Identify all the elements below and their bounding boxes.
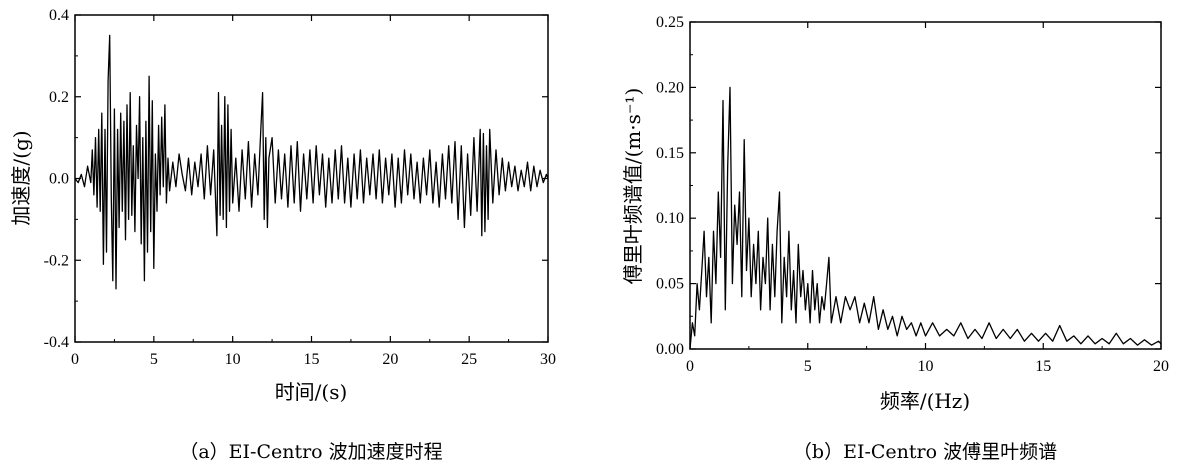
chart-b-xlabel: 频率/(Hz) xyxy=(880,389,970,413)
chart-b-ytick-label: 0.25 xyxy=(656,14,684,31)
chart-b-ytick-label: 0.20 xyxy=(656,79,684,96)
chart-b-xtick-label: 5 xyxy=(804,358,812,375)
chart-a-xtick-label: 25 xyxy=(461,351,477,368)
chart-a-ticks: 0 5 10 15 20 25 30 -0.4 -0.2 0.0 0.2 0.4 xyxy=(44,7,556,368)
chart-a-ytick-label: 0.0 xyxy=(49,171,69,188)
chart-b-ylabel: 傅里叶频谱值/(m·s⁻¹) xyxy=(621,88,645,285)
chart-a-series-line xyxy=(74,34,549,290)
chart-b-xtick-label: 10 xyxy=(918,358,934,375)
chart-a-xtick-label: 10 xyxy=(225,351,241,368)
chart-a-xtick-label: 0 xyxy=(71,351,79,368)
chart-a-xtick-label: 30 xyxy=(540,351,556,368)
chart-b-ticks: 0 5 10 15 20 0.00 0.05 0.10 0.15 0.20 0.25 xyxy=(656,14,1169,375)
chart-a-ytick-label: 0.2 xyxy=(49,89,69,106)
chart-a-ylabel: 加速度/(g) xyxy=(9,130,33,225)
chart-a-xtick-label: 15 xyxy=(304,351,320,368)
chart-a-ytick-label: -0.4 xyxy=(44,334,69,351)
chart-b-xtick-label: 0 xyxy=(686,358,694,375)
chart-a-xtick-label: 5 xyxy=(150,351,158,368)
chart-b-ytick-label: 0.10 xyxy=(656,210,684,227)
chart-a-xlabel: 时间/(s) xyxy=(275,380,348,404)
chart-a-caption: （a）EI-Centro 波加速度时程 xyxy=(179,441,442,463)
chart-a-xtick-label: 20 xyxy=(382,351,398,368)
chart-b-ytick-label: 0.05 xyxy=(656,276,684,293)
chart-a: 0 5 10 15 20 25 30 -0.4 -0.2 0.0 0.2 0.4 时间/(s) 加速度… xyxy=(9,7,556,463)
chart-a-ytick-label: -0.2 xyxy=(44,252,69,269)
chart-b-xtick-label: 15 xyxy=(1035,358,1051,375)
chart-b-xtick-label: 20 xyxy=(1153,358,1169,375)
chart-b-ytick-label: 0.15 xyxy=(656,145,684,162)
chart-b-caption: （b）EI-Centro 波傅里叶频谱 xyxy=(793,441,1057,463)
chart-b-marks xyxy=(689,86,1162,350)
chart-a-ytick-label: 0.4 xyxy=(49,7,69,24)
chart-b: 0 5 10 15 20 0.00 0.05 0.10 0.15 0.20 0.25 频率/(Hz)… xyxy=(621,14,1169,463)
chart-b-series-line xyxy=(689,86,1162,350)
chart-b-ytick-label: 0.00 xyxy=(656,341,684,358)
chart-a-marks xyxy=(74,34,549,290)
